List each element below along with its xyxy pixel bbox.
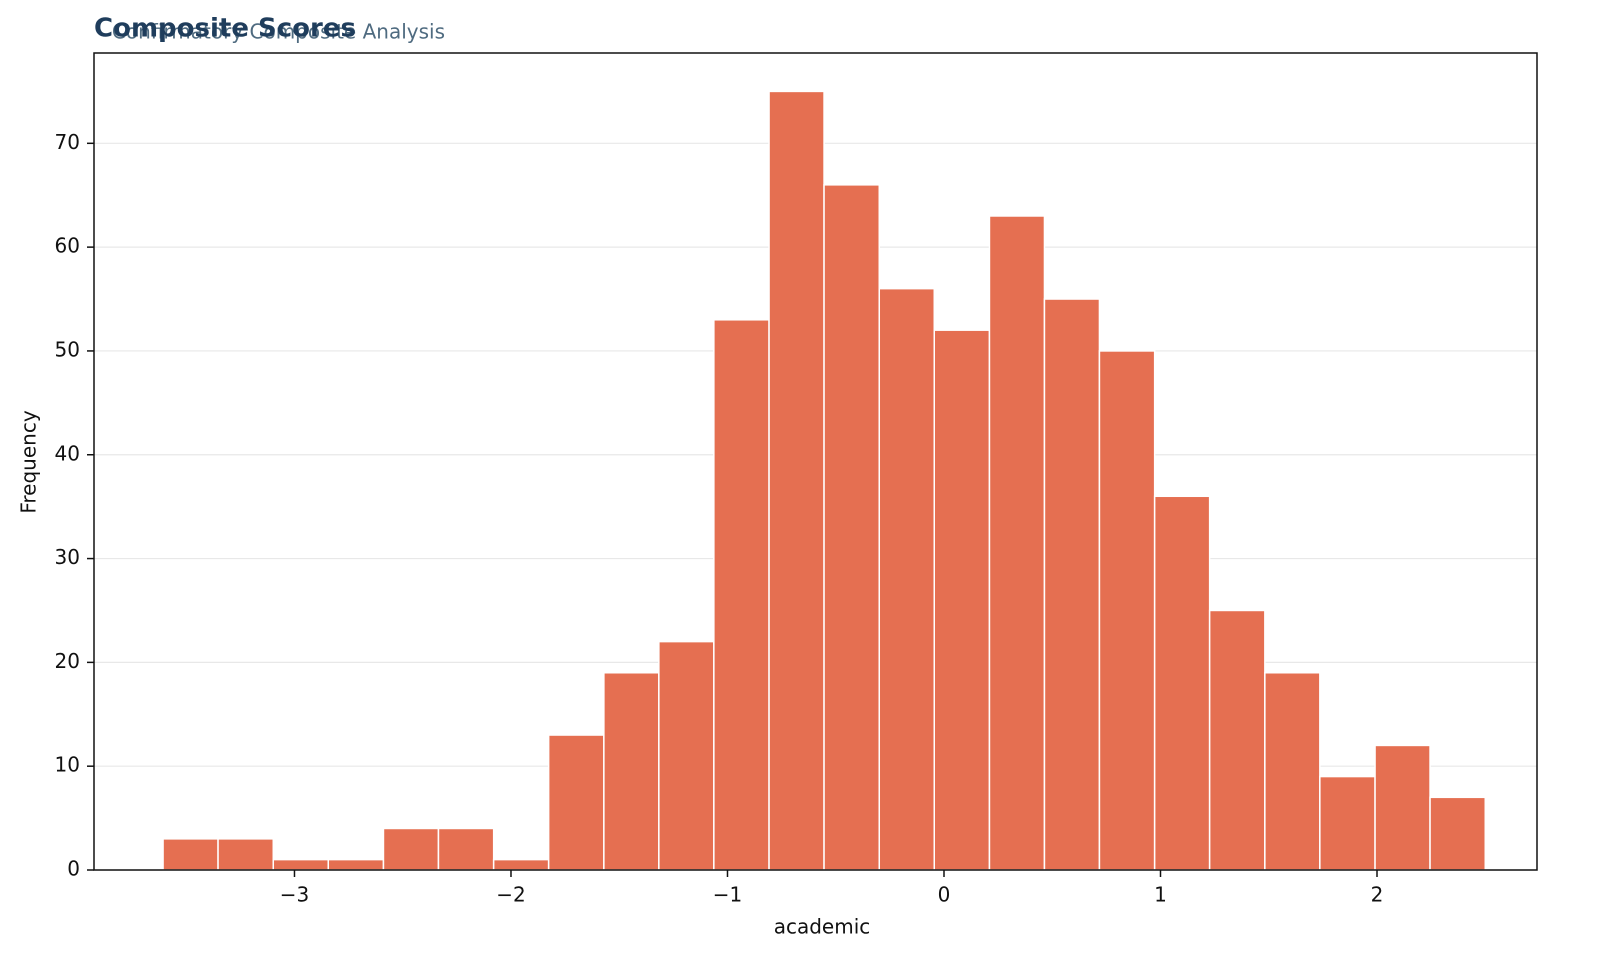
bar xyxy=(327,858,385,871)
y-tick-label: 0 xyxy=(67,857,80,881)
x-axis-label: academic xyxy=(774,915,871,939)
bar xyxy=(878,287,936,871)
bar xyxy=(1153,495,1211,871)
bar xyxy=(1264,672,1321,871)
y-tick-label: 10 xyxy=(55,753,80,777)
bar xyxy=(1208,609,1266,871)
bar xyxy=(823,184,881,871)
plot-area xyxy=(94,90,1537,871)
x-tick-label: −2 xyxy=(496,883,525,907)
bar xyxy=(768,90,825,871)
x-tick-label: 1 xyxy=(1154,883,1167,907)
axes-frame xyxy=(93,52,1538,871)
bar xyxy=(603,672,660,871)
y-tick-label: 30 xyxy=(55,545,80,569)
y-tick-label: 20 xyxy=(55,649,80,673)
bar xyxy=(1043,298,1101,871)
y-tick-label: 50 xyxy=(55,337,80,361)
x-tick-label: −3 xyxy=(280,883,309,907)
chart-subtitle: Confirmatory Composite Analysis xyxy=(112,20,445,44)
bar xyxy=(933,329,991,871)
y-tick-label: 40 xyxy=(55,441,80,465)
bar xyxy=(492,858,550,871)
chart-title: Composite Scores xyxy=(94,14,356,44)
bar xyxy=(1319,775,1376,871)
bar xyxy=(382,827,440,871)
bar xyxy=(437,827,495,871)
x-tick-label: −1 xyxy=(713,883,742,907)
y-axis-label: Frequency xyxy=(17,410,41,513)
bar xyxy=(547,734,605,871)
bar xyxy=(713,319,770,871)
bar xyxy=(1098,350,1156,871)
x-tick-label: 0 xyxy=(938,883,951,907)
bar xyxy=(658,640,715,871)
bar xyxy=(272,858,330,871)
bar xyxy=(217,838,275,871)
x-tick-label: 2 xyxy=(1371,883,1384,907)
bar xyxy=(1429,796,1487,871)
y-tick-label: 60 xyxy=(55,234,80,258)
bar xyxy=(1374,744,1431,871)
bar xyxy=(988,215,1046,871)
bar xyxy=(162,838,219,871)
y-tick-label: 70 xyxy=(55,130,80,154)
